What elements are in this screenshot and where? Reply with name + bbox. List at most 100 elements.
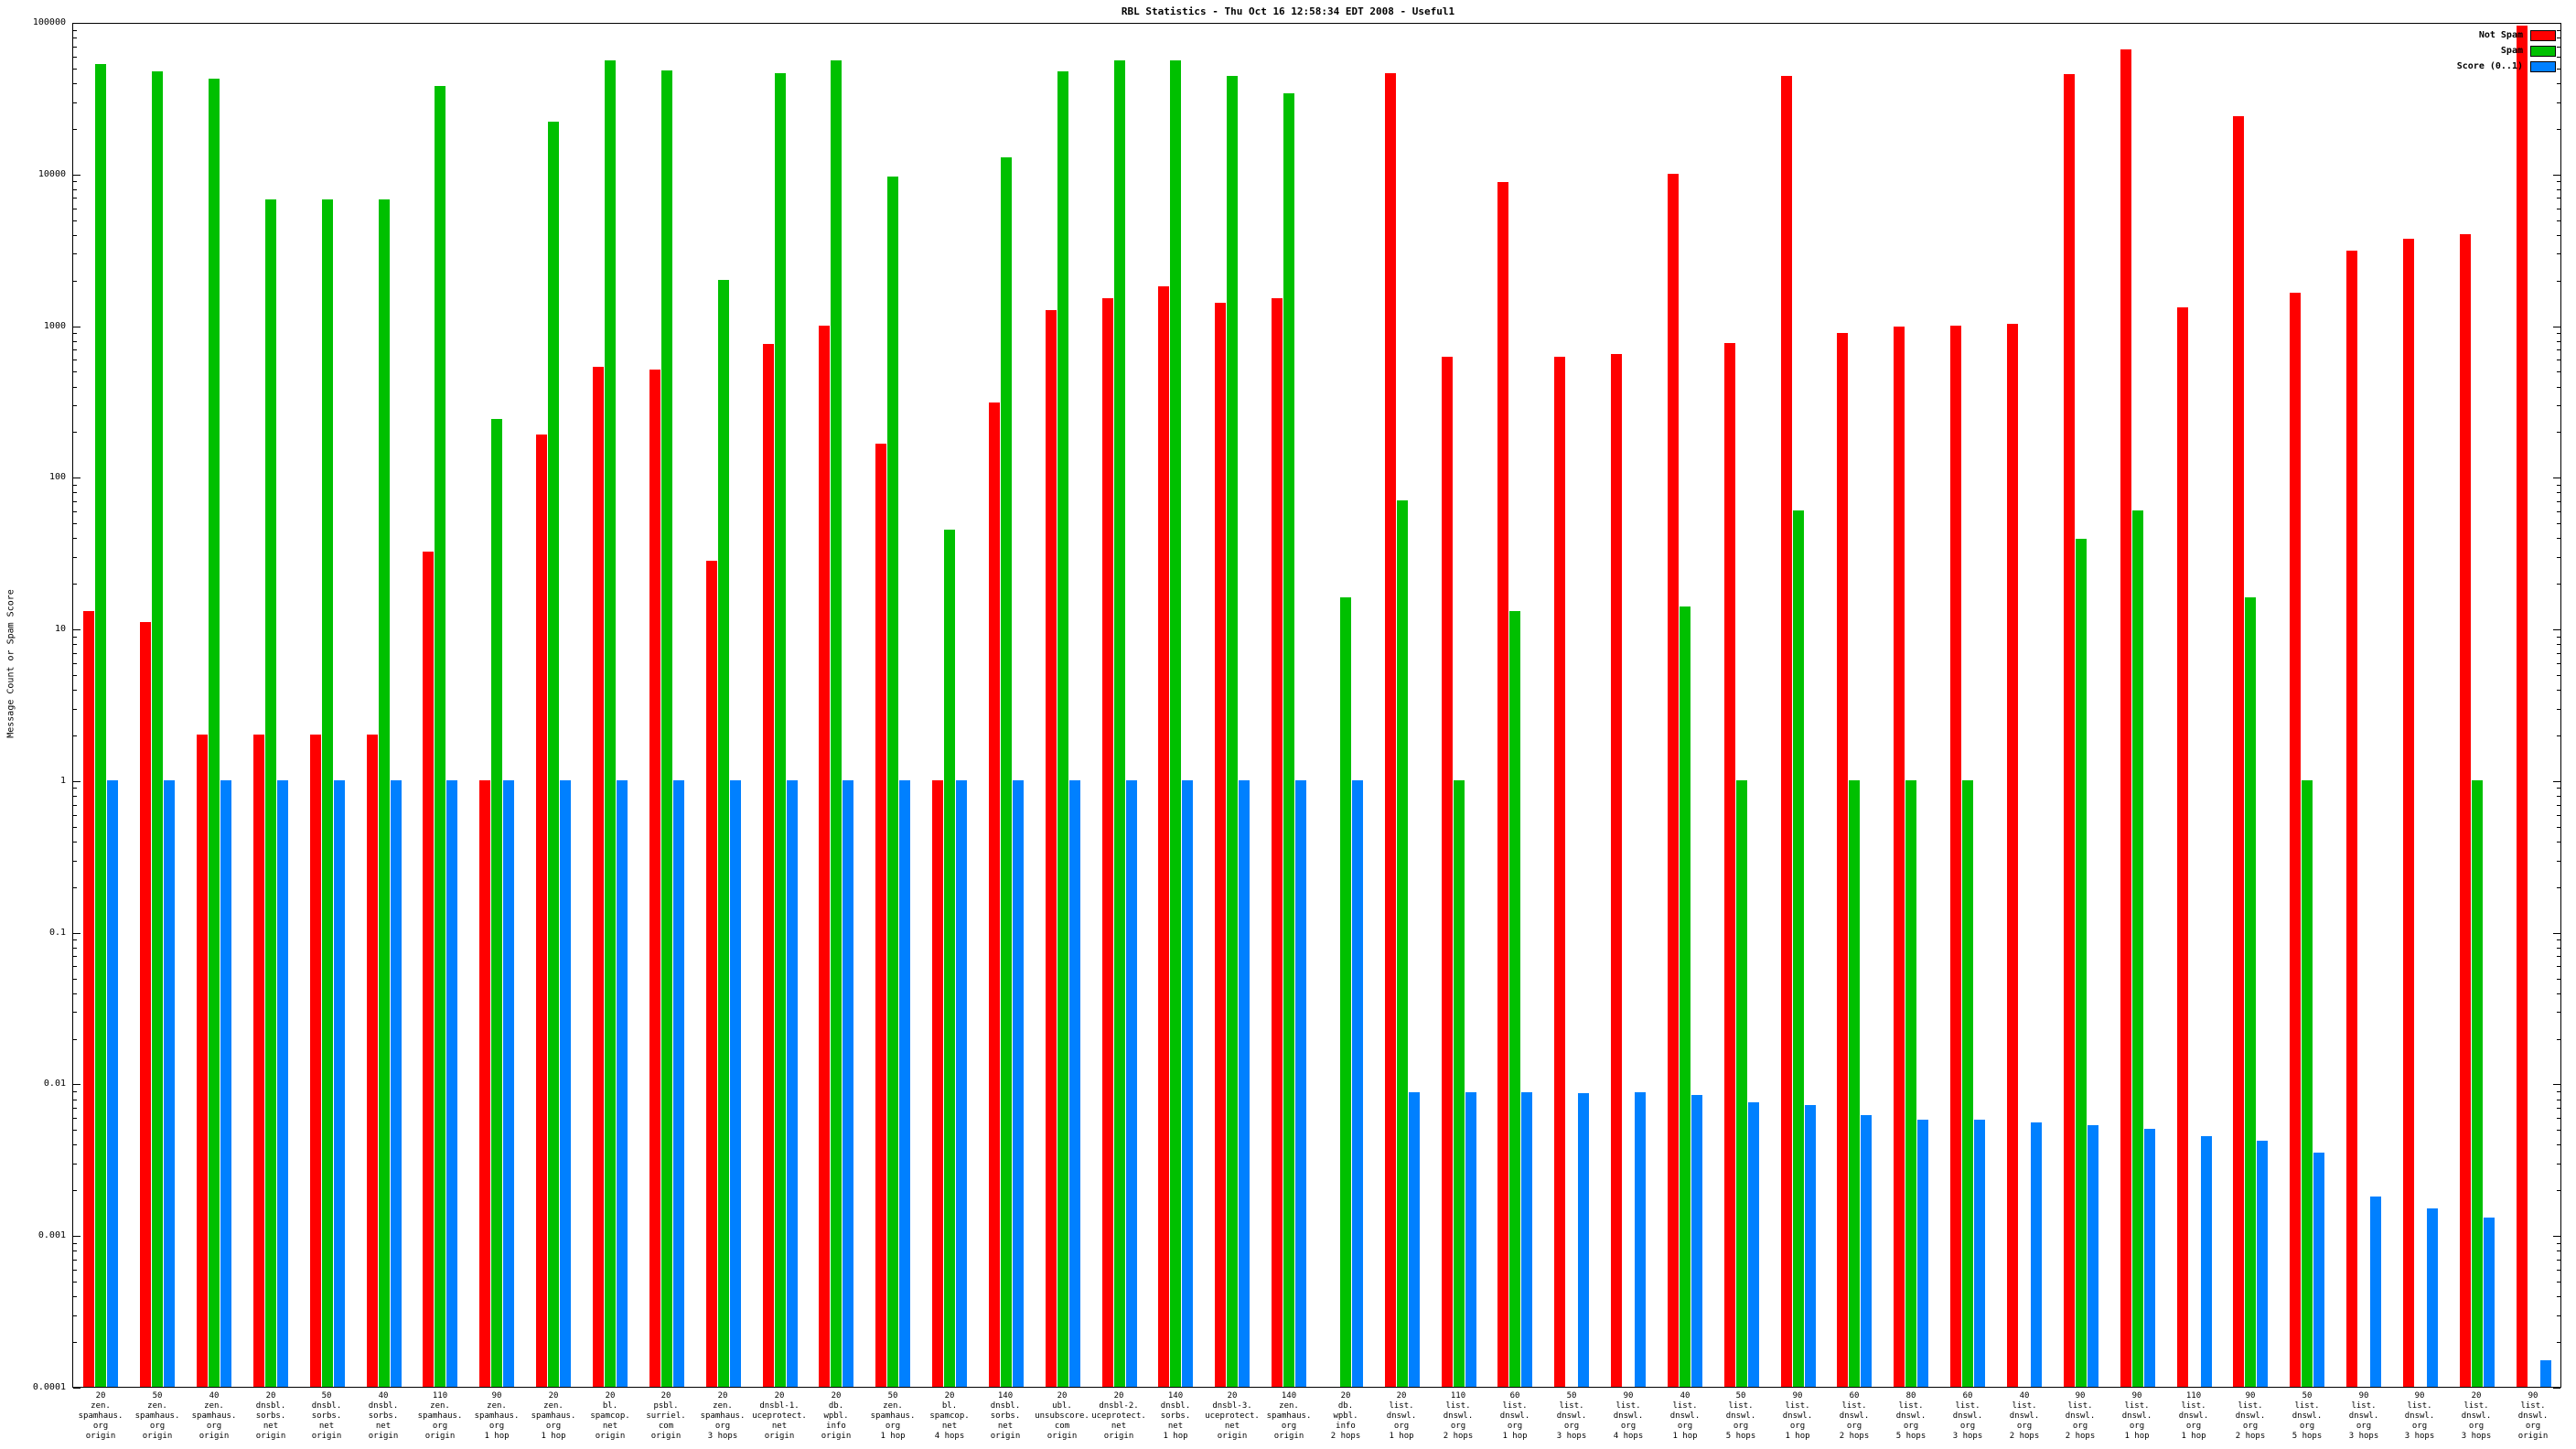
x-tick-label: 20 list. dnswl. org 3 hops <box>2448 1391 2505 1442</box>
x-tick-label-line: org <box>1507 1422 1523 1431</box>
x-tick-label-line: 60 <box>1962 1391 1973 1401</box>
x-tick-label-line: spamhaus. <box>700 1411 746 1421</box>
legend-label-score: Score (0..1) <box>2456 61 2523 71</box>
x-tick-label-line: list. <box>1785 1401 1810 1411</box>
x-tick-label-line: 2 hops <box>1839 1432 1870 1441</box>
x-tick-label: 90 zen. spamhaus. org 1 hop <box>468 1391 525 1442</box>
bar-score <box>2313 1153 2324 1387</box>
x-tick-label-line: dnswl. <box>2121 1411 2152 1421</box>
axis-minor-tick <box>2557 386 2560 388</box>
axis-minor-tick <box>73 82 77 84</box>
bar-not-spam <box>1497 182 1508 1387</box>
axis-minor-tick <box>2557 538 2560 540</box>
x-tick-label-line: 2 hops <box>1443 1432 1474 1441</box>
x-tick-label-line: 90 <box>2528 1391 2538 1401</box>
axis-minor-tick <box>2557 966 2560 968</box>
bar-score <box>899 780 910 1387</box>
bar-score <box>2031 1122 2042 1387</box>
axis-minor-tick <box>2557 841 2560 843</box>
x-tick-label-line: 20 <box>831 1391 842 1401</box>
bar-not-spam <box>1950 326 1961 1387</box>
x-tick-label-line: dnswl. <box>1725 1411 1756 1421</box>
axis-minor-tick <box>2557 584 2560 585</box>
x-tick-label-line: info <box>1336 1422 1356 1431</box>
bar-not-spam <box>1554 357 1565 1387</box>
bar-spam <box>1283 93 1294 1387</box>
axis-minor-tick <box>73 432 77 434</box>
x-tick-label-line: psbl. <box>653 1401 679 1411</box>
x-tick-label-line: 3 hops <box>2404 1432 2435 1441</box>
x-tick-label-line: 140 <box>1281 1391 1297 1401</box>
x-tick-label: 50 zen. spamhaus. org origin <box>129 1391 186 1442</box>
axis-tick <box>2553 1236 2560 1238</box>
bar-not-spam <box>932 780 943 1387</box>
x-tick-label: 90 list. dnswl. org 1 hop <box>1769 1391 1826 1442</box>
x-tick-label: 60 list. dnswl. org 3 hops <box>1939 1391 1996 1442</box>
axis-minor-tick <box>2557 253 2560 255</box>
axis-minor-tick <box>73 1242 77 1244</box>
axis-minor-tick <box>73 557 77 558</box>
bar-score <box>1465 1092 1476 1387</box>
axis-minor-tick <box>2557 795 2560 797</box>
bar-score <box>164 780 175 1387</box>
bar-score <box>2257 1141 2268 1387</box>
x-tick-label-line: org <box>2525 1422 2541 1431</box>
x-tick-label-line: org <box>2242 1422 2259 1431</box>
x-tick-label-line: list. <box>1559 1401 1584 1411</box>
x-tick-label: 20 dnsbl-3. uceprotect. net origin <box>1204 1391 1261 1442</box>
axis-minor-tick <box>73 966 77 968</box>
bar-not-spam <box>253 735 264 1387</box>
axis-minor-tick <box>2557 128 2560 130</box>
axis-minor-tick <box>73 644 77 646</box>
axis-minor-tick <box>73 405 77 407</box>
axis-minor-tick <box>73 886 77 888</box>
x-tick-label: 110 list. dnswl. org 2 hops <box>1430 1391 1487 1442</box>
bar-score <box>1578 1093 1589 1387</box>
axis-minor-tick <box>73 501 77 502</box>
axis-minor-tick <box>73 181 77 183</box>
bar-not-spam <box>1215 303 1226 1387</box>
x-tick-label-line: net <box>1224 1422 1240 1431</box>
x-tick-label-line: org <box>432 1422 448 1431</box>
x-tick-label-line: 1 hop <box>880 1432 906 1441</box>
x-tick-label-line: 20 <box>944 1391 955 1401</box>
bar-spam <box>1227 76 1238 1387</box>
bar-spam <box>2245 597 2256 1387</box>
axis-minor-tick <box>73 708 77 710</box>
x-tick-label-line: dnswl. <box>2065 1411 2096 1421</box>
bar-not-spam <box>875 444 886 1387</box>
x-tick-label-line: org <box>149 1422 166 1431</box>
axis-minor-tick <box>2557 1038 2560 1040</box>
y-tick-label: 1 <box>59 775 66 786</box>
x-tick-label-line: 50 <box>1735 1391 1746 1401</box>
x-tick-label-line: dnswl. <box>2235 1411 2266 1421</box>
axis-minor-tick <box>2557 644 2560 646</box>
bar-score <box>1239 780 1250 1387</box>
x-tick-label-line: org <box>2468 1422 2485 1431</box>
x-tick-label: 20 zen. spamhaus. org 3 hops <box>694 1391 751 1442</box>
bar-spam <box>2132 510 2143 1387</box>
x-tick-label-line: org <box>2299 1422 2315 1431</box>
x-tick-label: 110 list. dnswl. org 1 hop <box>2165 1391 2222 1442</box>
x-tick-label-line: org <box>1789 1422 1806 1431</box>
axis-minor-tick <box>73 978 77 980</box>
axis-minor-tick <box>73 349 77 351</box>
bar-not-spam <box>819 326 830 1387</box>
x-tick-label-line: list. <box>2012 1401 2037 1411</box>
bar-score <box>2088 1125 2098 1387</box>
bar-score <box>1182 780 1193 1387</box>
bar-score <box>617 780 628 1387</box>
bar-spam <box>1397 500 1408 1387</box>
axis-minor-tick <box>73 371 77 373</box>
bar-score <box>956 780 967 1387</box>
axis-minor-tick <box>2557 860 2560 862</box>
x-tick-label-line: org <box>885 1422 901 1431</box>
x-tick-label-line: 90 <box>491 1391 502 1401</box>
bar-score <box>1917 1120 1928 1387</box>
axis-minor-tick <box>2557 181 2560 183</box>
axis-minor-tick <box>73 584 77 585</box>
bar-not-spam <box>2403 239 2414 1387</box>
x-tick-label-line: org <box>2072 1422 2088 1431</box>
bar-not-spam <box>1894 327 1905 1387</box>
y-tick-label: 10000 <box>38 168 66 179</box>
